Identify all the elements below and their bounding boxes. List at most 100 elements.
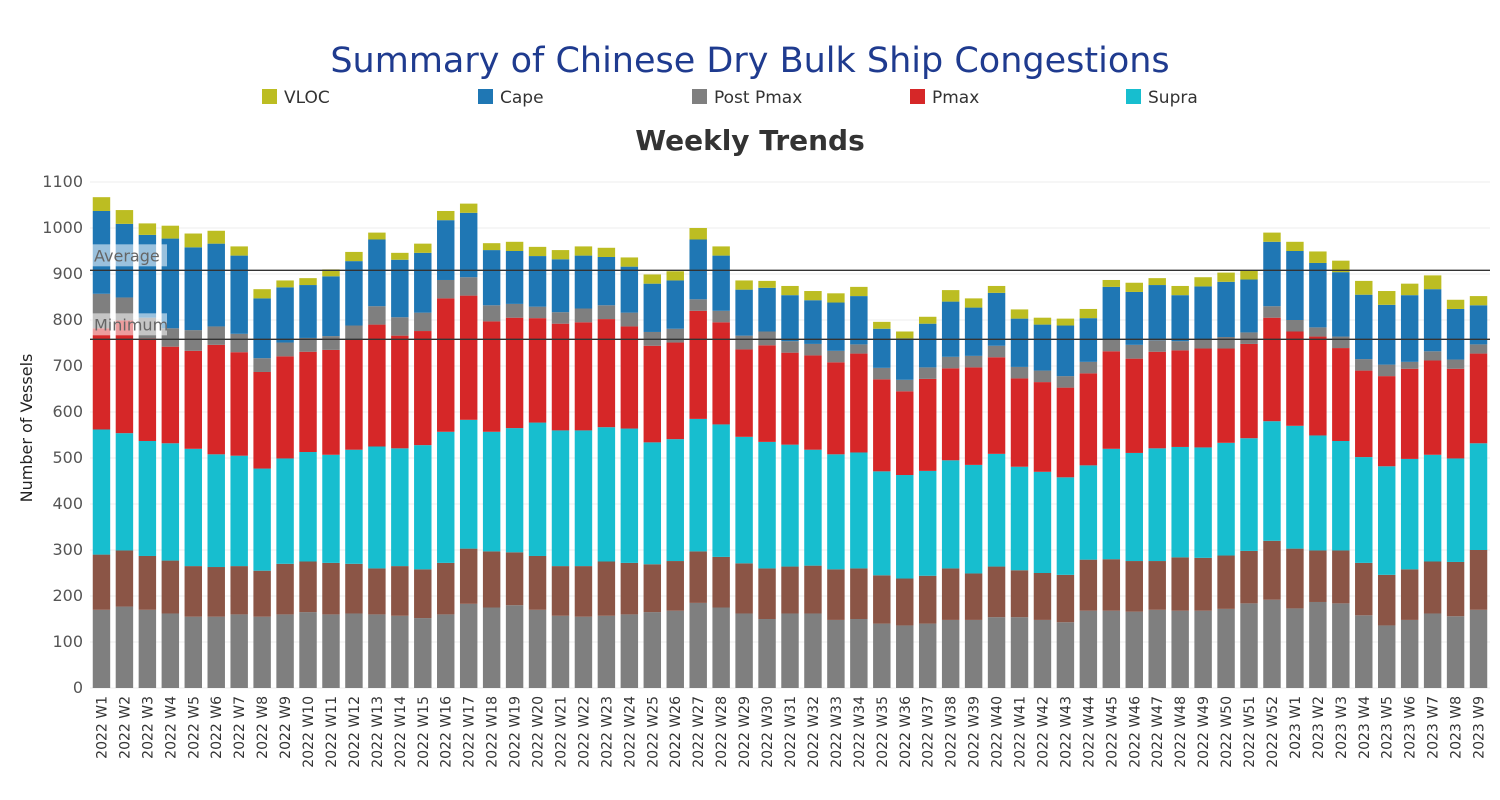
bar-segment (941, 568, 960, 620)
bar-segment (345, 339, 363, 450)
bar-segment (1194, 447, 1212, 558)
bar-segment (620, 257, 639, 267)
bar-segment (276, 614, 294, 688)
bar-segment (276, 356, 294, 459)
bar-segment (712, 310, 730, 323)
bar-segment (322, 269, 340, 277)
bar-segment (276, 458, 294, 564)
bar-segment (964, 355, 983, 368)
bar-segment (574, 322, 593, 431)
bar-segment (804, 300, 822, 344)
chart-subtitle: Weekly Trends (635, 124, 865, 157)
bar-segment (1056, 477, 1075, 575)
bar-segment (1378, 376, 1396, 467)
bar-segment (1125, 282, 1143, 292)
bar-segment (1469, 443, 1488, 550)
y-tick-label: 0 (73, 678, 83, 697)
bar-segment (712, 556, 730, 608)
bar-segment (1355, 280, 1373, 295)
bar-segment (597, 615, 616, 688)
bar-segment (115, 433, 134, 551)
bar-segment (1263, 232, 1281, 242)
bar-segment (804, 449, 822, 566)
bar-segment (437, 431, 455, 563)
bar-segment (528, 422, 547, 556)
bar-segment (1355, 294, 1373, 360)
bar-segment (299, 452, 317, 562)
bar-stack (1171, 285, 1189, 688)
legend-item-pmax: Pmax (910, 88, 979, 108)
bar-segment (735, 335, 753, 350)
bar-segment (873, 379, 891, 472)
bar-stack (1194, 277, 1212, 688)
bar-stack (873, 321, 891, 688)
bar-segment (115, 606, 134, 688)
bar-segment (781, 341, 799, 353)
bar-segment (115, 550, 134, 607)
bar-segment (1033, 382, 1052, 472)
bar-segment (1102, 610, 1121, 688)
x-tick-label: 2022 W31 (783, 696, 799, 768)
x-tick-label: 2022 W22 (576, 696, 592, 768)
bar-segment (1400, 283, 1419, 296)
bar-segment (230, 246, 248, 256)
bar-segment (482, 250, 501, 306)
bar-stack (414, 243, 432, 688)
bar-segment (987, 566, 1006, 618)
chart-title: Summary of Chinese Dry Bulk Ship Congest… (330, 41, 1169, 81)
bar-stack (1286, 241, 1304, 688)
bar-segment (1171, 285, 1189, 296)
bar-segment (1125, 561, 1143, 612)
bar-segment (964, 307, 983, 356)
bar-stack (643, 274, 662, 688)
bar-segment (1355, 370, 1373, 458)
bar-segment (1286, 241, 1304, 251)
bar-segment (643, 442, 662, 565)
bar-stack (482, 243, 501, 688)
x-tick-label: 2022 W19 (508, 696, 524, 768)
bar-stack (712, 246, 730, 688)
bar-segment (850, 344, 868, 354)
bar-segment (207, 616, 225, 688)
bar-segment (1056, 376, 1075, 388)
bar-segment (391, 252, 409, 260)
bar-segment (643, 345, 662, 443)
bar-stack (1446, 299, 1465, 688)
bar-segment (1286, 608, 1304, 688)
bar-segment (368, 232, 386, 240)
bar-segment (391, 259, 409, 318)
y-tick-label: 100 (52, 632, 83, 651)
bar-stack (1033, 317, 1052, 688)
bar-segment (896, 391, 914, 476)
bar-segment (735, 289, 753, 336)
bar-segment (414, 243, 432, 253)
bar-segment (1263, 540, 1281, 600)
bar-segment (505, 251, 524, 304)
bar-segment (1217, 272, 1235, 282)
bars (92, 197, 1488, 688)
x-tick-label: 2022 W3 (140, 696, 156, 759)
bar-segment (941, 301, 960, 357)
bar-segment (184, 350, 202, 449)
bar-segment (574, 566, 593, 617)
bar-segment (758, 568, 776, 619)
bar-segment (1263, 599, 1281, 688)
x-tick-label: 2023 W9 (1472, 696, 1488, 759)
bar-stack (528, 246, 547, 688)
bar-segment (689, 228, 707, 240)
bar-segment (1033, 317, 1052, 325)
legend-label: Pmax (932, 88, 979, 108)
bar-segment (1194, 610, 1212, 688)
x-tick-label: 2022 W30 (760, 696, 776, 768)
bar-segment (918, 623, 937, 688)
bar-segment (322, 349, 340, 455)
x-tick-label: 2023 W2 (1311, 696, 1327, 759)
bar-segment (1056, 387, 1075, 478)
bar-segment (414, 331, 432, 446)
bar-segment (1332, 550, 1350, 604)
reference-label: Average (94, 246, 160, 265)
bar-segment (1378, 304, 1396, 365)
bar-segment (827, 454, 845, 570)
x-tick-label: 2022 W7 (232, 696, 248, 759)
bar-stack (1263, 232, 1281, 688)
